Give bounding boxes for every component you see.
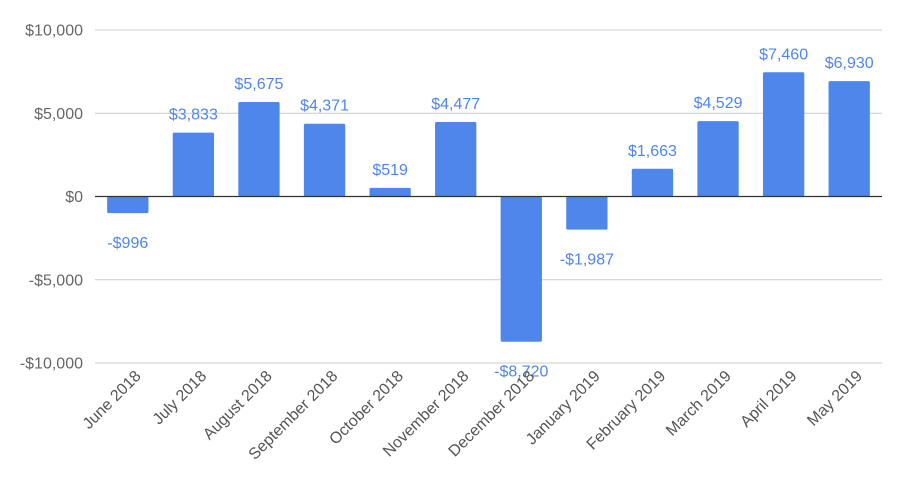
y-tick-label: $10,000 <box>25 23 83 40</box>
y-axis-tick-labels: $10,000 $5,000 $0 -$5,000 -$10,000 <box>20 23 83 373</box>
bar <box>566 196 608 230</box>
bar <box>369 187 411 197</box>
y-tick-label: $0 <box>65 189 83 206</box>
data-label: $7,460 <box>759 46 808 63</box>
bar <box>303 123 346 197</box>
x-tick-label: July 2018 <box>150 368 211 429</box>
x-tick-label: April 2019 <box>737 368 800 431</box>
bar <box>762 72 805 197</box>
data-labels: -$996 $3,833 $5,675 $4,371 $519 $4,477 -$8,720… <box>107 46 873 380</box>
data-label: $1,663 <box>628 143 677 160</box>
data-label: -$996 <box>107 235 148 252</box>
data-label: $4,529 <box>694 95 743 112</box>
data-label: $3,833 <box>169 107 218 124</box>
data-label: $4,371 <box>300 98 349 115</box>
bar <box>500 196 542 342</box>
data-label: $6,930 <box>825 55 874 72</box>
gridlines <box>95 29 882 364</box>
x-tick-label: June 2018 <box>80 368 145 433</box>
data-label: $5,675 <box>234 76 283 93</box>
bar <box>238 102 280 197</box>
bar <box>172 132 215 197</box>
data-label: -$1,987 <box>560 252 614 269</box>
bar <box>435 121 477 197</box>
bar <box>828 81 870 197</box>
bar <box>697 121 739 197</box>
x-tick-label: March 2019 <box>663 368 735 440</box>
y-tick-label: -$5,000 <box>29 272 83 289</box>
data-label: $519 <box>372 162 408 179</box>
y-tick-label: $5,000 <box>34 106 83 123</box>
x-tick-label: May 2019 <box>804 368 866 430</box>
data-label: -$8,720 <box>494 364 548 381</box>
y-tick-label: -$10,000 <box>20 356 83 373</box>
bar <box>107 196 149 214</box>
bar <box>631 168 674 197</box>
bars <box>107 72 870 342</box>
data-label: $4,477 <box>431 96 480 113</box>
